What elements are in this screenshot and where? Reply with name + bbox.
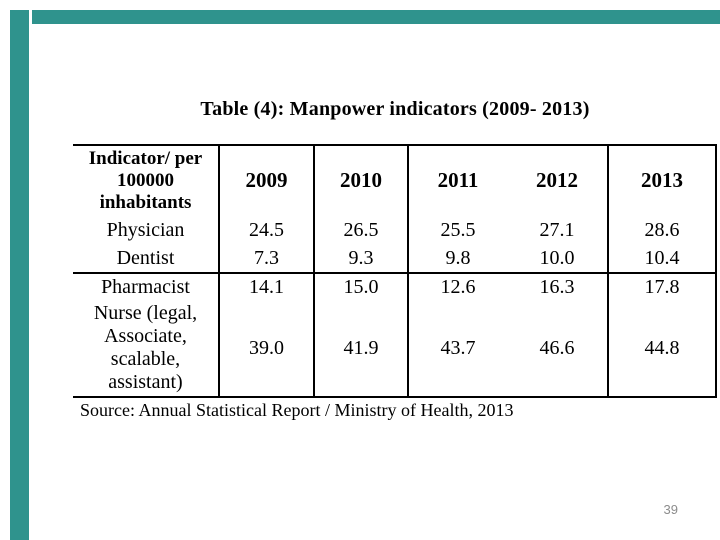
accent-bar-left	[10, 10, 29, 540]
accent-bar-top	[32, 10, 720, 24]
cell-value: 43.7	[407, 300, 507, 398]
cell-value: 10.4	[607, 245, 717, 272]
page-number: 39	[663, 502, 678, 517]
cell-value: 9.8	[407, 245, 507, 272]
cell-value: 15.0	[313, 272, 407, 300]
cell-value: 16.3	[507, 272, 607, 300]
cell-value: 28.6	[607, 215, 717, 245]
cell-value: 27.1	[539, 218, 575, 241]
table-header-year-2013: 2013	[607, 144, 717, 215]
cell-value: 14.1	[218, 272, 313, 300]
cell-value: 7.3	[218, 245, 313, 272]
cell-value: 46.6	[507, 300, 607, 398]
cell-value: 41.9	[313, 300, 407, 398]
row-label-dentist: Dentist	[116, 247, 175, 269]
cell-value: 12.6	[407, 272, 507, 300]
cell-value: 44.8	[607, 300, 717, 398]
manpower-indicators-table: Indicator/ per 100000 inhabitants 2009 2…	[73, 144, 717, 398]
cell-value: 25.5	[407, 215, 507, 245]
table-header-year-2009: 2009	[218, 144, 313, 215]
cell-value: 39.0	[218, 300, 313, 398]
cell-value: 26.5	[313, 215, 407, 245]
row-label-pharmacist: Pharmacist	[73, 272, 218, 300]
cell-value: 24.5	[218, 215, 313, 245]
cell-value: 10.0	[539, 247, 575, 269]
table-header-year-2012: 2012	[507, 144, 607, 215]
table-header-year-2010: 2010	[313, 144, 407, 215]
cell-value: 9.3	[313, 245, 407, 272]
row-label-physician: Physician	[106, 218, 185, 241]
cell-value: 17.8	[607, 272, 717, 300]
table-header-indicator: Indicator/ per 100000 inhabitants	[73, 144, 218, 215]
row-label-nurse: Nurse (legal, Associate, scalable, assis…	[73, 300, 218, 398]
source-note: Source: Annual Statistical Report / Mini…	[80, 400, 514, 420]
slide-title: Table (4): Manpower indicators (2009- 20…	[200, 98, 590, 120]
table-header-year-2011: 2011	[407, 144, 507, 215]
